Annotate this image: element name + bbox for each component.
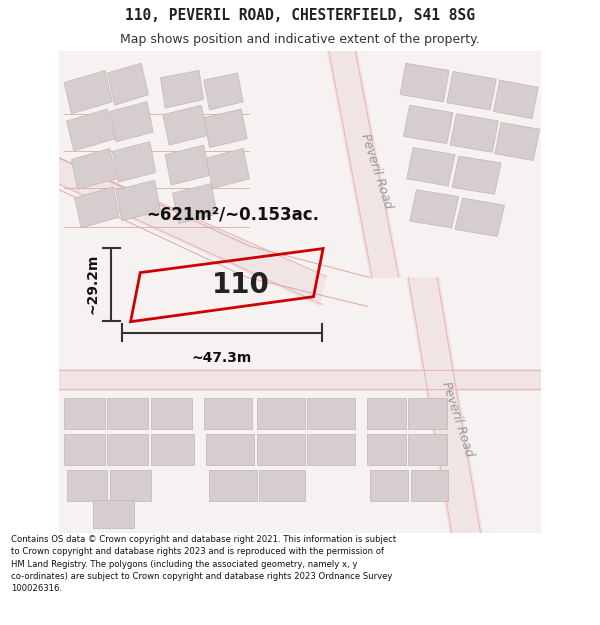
Polygon shape	[59, 369, 541, 391]
Polygon shape	[116, 180, 160, 221]
Text: Map shows position and indicative extent of the property.: Map shows position and indicative extent…	[120, 32, 480, 46]
Polygon shape	[110, 102, 153, 142]
Text: Contains OS data © Crown copyright and database right 2021. This information is : Contains OS data © Crown copyright and d…	[11, 535, 396, 593]
Polygon shape	[403, 105, 453, 144]
Polygon shape	[307, 398, 355, 429]
Polygon shape	[165, 145, 209, 185]
Polygon shape	[64, 398, 105, 429]
Polygon shape	[410, 190, 459, 228]
Polygon shape	[370, 470, 408, 501]
Polygon shape	[307, 434, 355, 465]
Polygon shape	[112, 142, 155, 182]
Polygon shape	[59, 157, 326, 306]
Polygon shape	[450, 114, 498, 152]
Polygon shape	[452, 156, 501, 194]
Polygon shape	[172, 184, 217, 224]
Text: ~29.2m: ~29.2m	[85, 254, 100, 314]
Polygon shape	[408, 398, 447, 429]
Polygon shape	[455, 198, 505, 236]
Polygon shape	[447, 71, 496, 110]
Text: Peveril Road: Peveril Road	[440, 380, 476, 459]
Polygon shape	[204, 109, 247, 148]
Text: ~621m²/~0.153ac.: ~621m²/~0.153ac.	[146, 206, 319, 224]
Polygon shape	[107, 398, 148, 429]
Polygon shape	[107, 63, 148, 105]
Polygon shape	[204, 398, 252, 429]
Polygon shape	[107, 434, 148, 465]
Polygon shape	[259, 470, 305, 501]
Polygon shape	[206, 434, 254, 465]
Polygon shape	[67, 470, 107, 501]
Polygon shape	[67, 109, 115, 151]
Polygon shape	[367, 398, 406, 429]
Polygon shape	[160, 71, 204, 108]
Polygon shape	[151, 434, 194, 465]
Polygon shape	[206, 149, 250, 188]
Polygon shape	[367, 434, 406, 465]
Polygon shape	[326, 51, 401, 278]
Polygon shape	[64, 71, 112, 114]
Polygon shape	[493, 80, 538, 119]
Polygon shape	[407, 148, 455, 186]
Polygon shape	[400, 63, 449, 102]
Polygon shape	[408, 434, 447, 465]
Polygon shape	[93, 500, 134, 528]
Polygon shape	[75, 187, 119, 228]
Polygon shape	[151, 398, 192, 429]
Polygon shape	[204, 73, 243, 110]
Polygon shape	[64, 434, 105, 465]
Text: 110: 110	[212, 271, 270, 299]
Polygon shape	[495, 122, 539, 161]
Polygon shape	[257, 398, 305, 429]
Text: ~47.3m: ~47.3m	[191, 351, 252, 365]
Polygon shape	[163, 105, 208, 145]
Text: Peveril Road: Peveril Road	[358, 132, 394, 211]
Polygon shape	[110, 470, 151, 501]
Polygon shape	[71, 149, 116, 189]
Text: 110, PEVERIL ROAD, CHESTERFIELD, S41 8SG: 110, PEVERIL ROAD, CHESTERFIELD, S41 8SG	[125, 8, 475, 22]
Polygon shape	[406, 278, 483, 532]
Polygon shape	[410, 470, 448, 501]
Polygon shape	[257, 434, 305, 465]
Polygon shape	[209, 470, 257, 501]
